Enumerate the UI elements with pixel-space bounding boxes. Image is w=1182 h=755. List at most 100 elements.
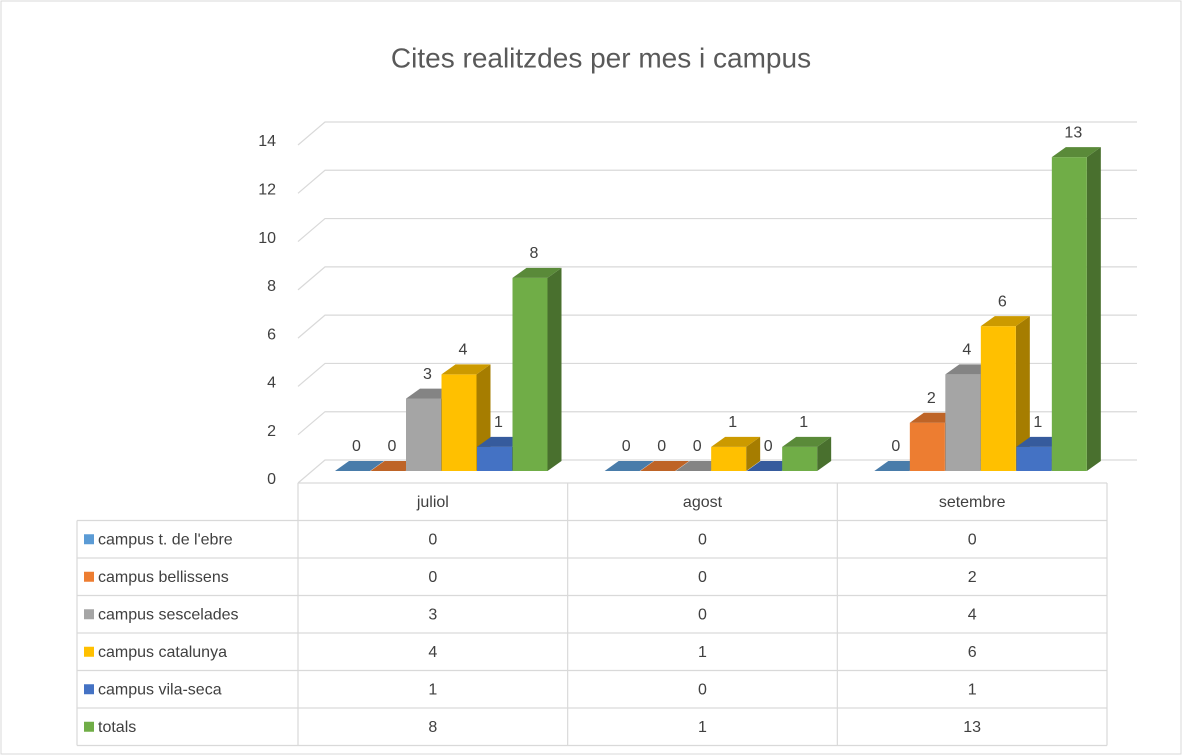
legend-swatch xyxy=(84,721,94,732)
bar-3d xyxy=(782,436,832,471)
bar-side xyxy=(1015,316,1030,471)
grid-line xyxy=(297,411,1137,436)
grid-line xyxy=(297,314,1137,339)
grid-line xyxy=(297,459,1137,484)
bar-top xyxy=(711,436,761,447)
bar-top xyxy=(1051,147,1101,158)
y-tick-label: 10 xyxy=(258,230,276,247)
bar-3d xyxy=(1051,147,1101,471)
table-cell: 0 xyxy=(698,606,707,623)
data-label: 0 xyxy=(622,438,631,455)
y-tick-label: 14 xyxy=(258,133,276,150)
legend-label: campus catalunya xyxy=(98,644,227,661)
bar xyxy=(711,446,747,471)
data-label: 1 xyxy=(494,414,503,431)
data-label: 8 xyxy=(530,245,539,262)
table-cell: 1 xyxy=(968,681,977,698)
bar-side xyxy=(817,436,832,471)
bar xyxy=(782,446,818,471)
table-cell: 0 xyxy=(428,531,437,548)
bar-top xyxy=(335,461,384,471)
table-cell: 4 xyxy=(968,606,977,623)
data-label: 4 xyxy=(962,342,971,359)
bar xyxy=(406,398,441,471)
y-tick-label: 8 xyxy=(267,278,276,295)
bar-top xyxy=(512,267,562,278)
bar xyxy=(909,422,945,471)
grid-line xyxy=(297,217,1137,243)
bar-top xyxy=(782,436,832,447)
bar-top xyxy=(640,461,690,471)
data-label: 0 xyxy=(693,438,702,455)
bar xyxy=(477,446,512,471)
bar-3d xyxy=(604,461,654,471)
table-cell: 3 xyxy=(428,606,437,623)
table-cell: 1 xyxy=(428,681,437,698)
grid-line xyxy=(297,362,1137,387)
table-cell: 8 xyxy=(428,719,437,736)
bar-3d xyxy=(711,436,761,471)
legend-label: campus t. de l'ebre xyxy=(98,531,233,548)
data-label: 1 xyxy=(728,414,737,431)
table-cell: 2 xyxy=(968,569,977,586)
bar xyxy=(1016,446,1052,471)
bar-3d xyxy=(512,267,562,471)
chart-title: Cites realitzdes per mes i campus xyxy=(391,42,811,73)
legend-swatch xyxy=(84,646,94,657)
grid-line xyxy=(297,121,1137,146)
x-tick-label: agost xyxy=(683,494,723,511)
bar-3d xyxy=(980,316,1030,471)
data-label: 0 xyxy=(891,438,900,455)
y-tick-label: 2 xyxy=(267,423,276,440)
data-label: 13 xyxy=(1064,124,1082,141)
x-tick-label: juliol xyxy=(416,494,449,511)
table-cell: 6 xyxy=(968,644,977,661)
bar xyxy=(980,326,1016,471)
bar-top xyxy=(980,316,1030,327)
table-cell: 1 xyxy=(698,644,707,661)
legend-label: campus bellissens xyxy=(98,569,229,586)
data-label: 0 xyxy=(657,438,666,455)
y-tick-label: 4 xyxy=(267,375,276,392)
data-label: 0 xyxy=(764,438,773,455)
bar-side xyxy=(547,267,562,471)
bar xyxy=(945,374,981,471)
bar-side xyxy=(1086,147,1101,471)
table-cell: 13 xyxy=(963,719,981,736)
legend-label: campus vila-seca xyxy=(98,681,222,698)
legend-swatch xyxy=(84,534,94,545)
table-cell: 0 xyxy=(698,531,707,548)
data-label: 3 xyxy=(423,366,432,383)
x-tick-label: setembre xyxy=(939,494,1006,511)
data-label: 0 xyxy=(352,438,361,455)
table-cell: 4 xyxy=(428,644,437,661)
legend-label: totals xyxy=(98,719,136,736)
data-label: 4 xyxy=(459,342,468,359)
legend-label: campus sescelades xyxy=(98,606,239,623)
table-cell: 1 xyxy=(698,719,707,736)
legend-swatch xyxy=(84,571,94,582)
bar xyxy=(1051,157,1087,471)
data-label: 1 xyxy=(1033,414,1042,431)
legend-swatch xyxy=(84,684,94,695)
bar-top xyxy=(604,461,654,471)
bar-side xyxy=(746,436,761,471)
table-cell: 0 xyxy=(698,569,707,586)
data-label: 1 xyxy=(799,414,808,431)
table-cell: 0 xyxy=(698,681,707,698)
y-tick-label: 12 xyxy=(258,182,276,199)
y-tick-label: 0 xyxy=(267,471,276,488)
bar-3d xyxy=(640,461,690,471)
bar-3d xyxy=(441,364,491,471)
table-cell: 0 xyxy=(968,531,977,548)
data-label: 0 xyxy=(388,438,397,455)
grid-line xyxy=(297,266,1137,291)
bar xyxy=(441,374,477,471)
data-label: 2 xyxy=(927,390,936,407)
data-label: 6 xyxy=(998,293,1007,310)
bar xyxy=(512,277,548,471)
y-tick-label: 6 xyxy=(267,326,276,343)
grid-line xyxy=(297,169,1137,194)
legend-swatch xyxy=(84,609,94,620)
